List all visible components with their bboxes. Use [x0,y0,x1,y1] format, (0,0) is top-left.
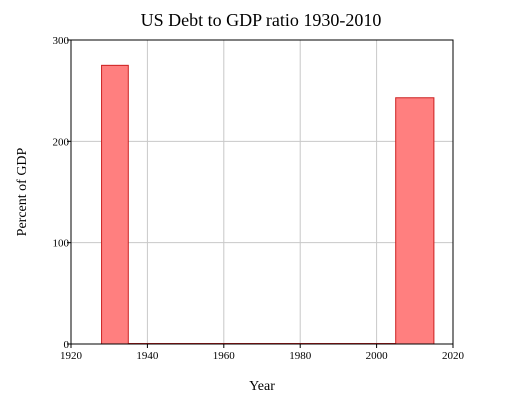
bar-1 [101,64,129,345]
x-tick-label-1920: 1920 [60,350,83,362]
y-tick-label-0: 0 [64,339,70,351]
x-tick-label-2020: 2020 [442,350,465,362]
x-tick-label-1940: 1940 [136,350,159,362]
x-tick-label-1960: 1960 [213,350,236,362]
x-axis-label: Year [249,379,275,394]
plot-frame [70,39,454,345]
y-tick-label-200: 200 [53,136,70,148]
chart-title: US Debt to GDP ratio 1930-2010 [141,10,382,30]
x-tick-label-2000: 2000 [366,350,389,362]
y-tick-label-300: 300 [53,35,70,47]
y-tick-label-100: 100 [53,238,70,250]
y-axis-label: Percent of GDP [15,147,30,236]
grid [71,40,453,344]
bar-2 [395,97,435,345]
x-tick-label-1980: 1980 [289,350,312,362]
bars [101,64,435,345]
ticks: 1920 1940 1960 1980 2000 2020 0 100 200 300 [53,35,465,362]
